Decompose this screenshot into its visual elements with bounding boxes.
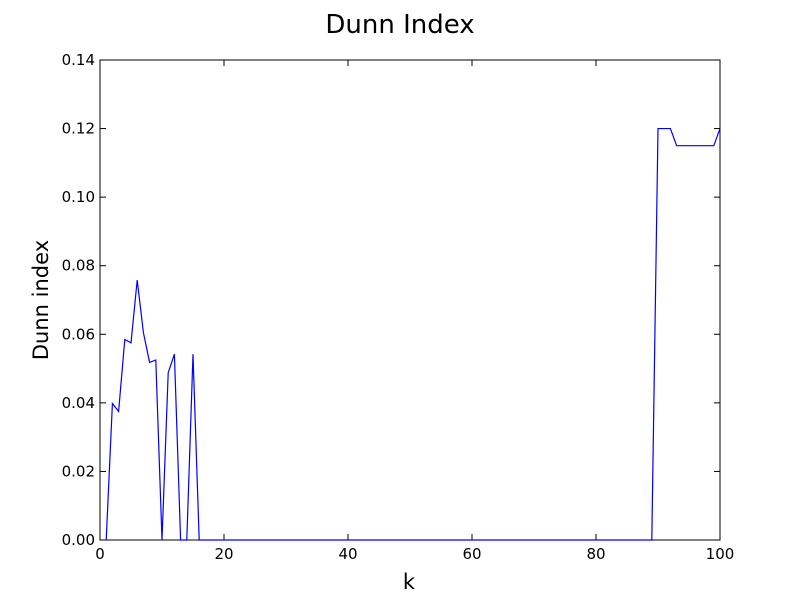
chart-title: Dunn Index	[325, 10, 474, 40]
y-tick-label: 0.04	[62, 394, 95, 412]
y-axis-title: Dunn index	[29, 240, 53, 360]
plot-frame	[99, 59, 721, 541]
x-axis-title: k	[403, 570, 416, 594]
series-layer	[105, 127, 721, 541]
tick-layer: 0 20 40 60 80 100 0.00 0.02 0.04 0.06 0.08 0.10 0.12…	[62, 51, 735, 563]
y-tick-label: 0.12	[62, 120, 95, 138]
x-tick-label: 80	[586, 545, 605, 563]
y-tick-label: 0.02	[62, 462, 95, 480]
x-tick-label: 20	[214, 545, 233, 563]
plot-area: 0 20 40 60 80 100 0.00 0.02 0.04 0.06 0.08 0.10 0.12…	[62, 51, 735, 563]
x-tick-label: 60	[462, 545, 481, 563]
y-tick-label: 0.00	[62, 531, 95, 549]
y-tick-label: 0.14	[62, 51, 95, 69]
x-tick-label: 100	[706, 545, 735, 563]
series-line-0	[105, 127, 721, 541]
y-tick-label: 0.10	[62, 188, 95, 206]
x-tick-label: 40	[338, 545, 357, 563]
y-tick-label: 0.08	[62, 257, 95, 275]
y-tick-label: 0.06	[62, 325, 95, 343]
x-tick-label: 0	[95, 545, 105, 563]
